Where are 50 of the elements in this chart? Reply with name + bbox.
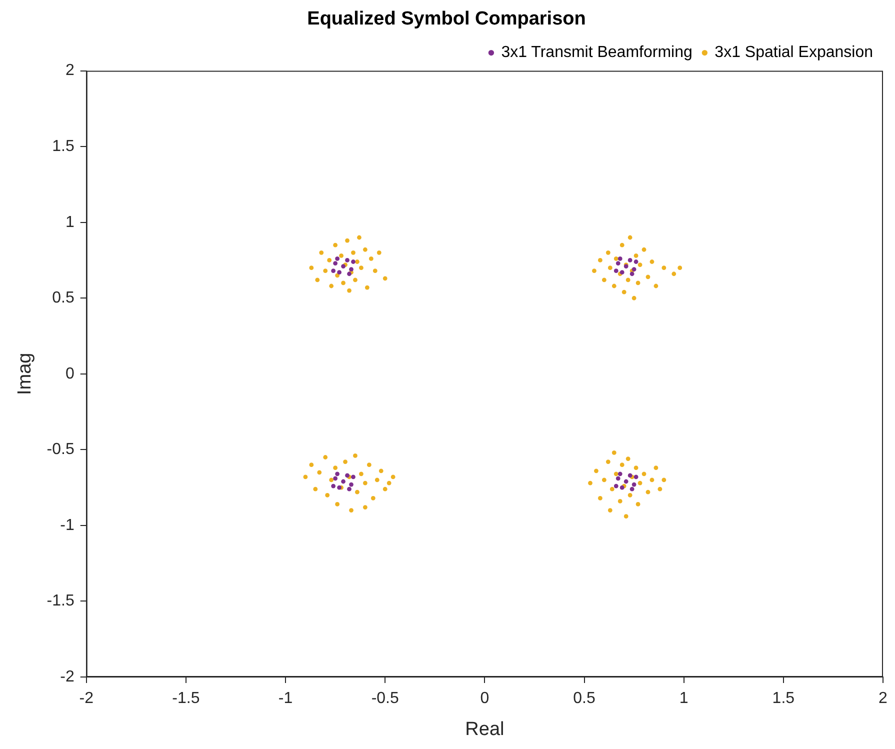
y-tick-label: 0.5 [52,290,74,307]
point [634,474,638,480]
x-tick-label: -1.5 [172,690,200,708]
point [335,472,340,476]
point [614,268,618,274]
y-tick-label: 1.5 [52,138,74,155]
point [630,272,634,276]
point [351,474,356,480]
point [618,256,622,261]
point [333,476,338,481]
point [616,476,620,481]
point [351,260,356,264]
point [618,472,622,476]
point [624,479,628,484]
y-tick-label: 1 [65,214,74,231]
y-tick-label: -1 [60,516,74,534]
x-tick-label: 2 [878,690,888,708]
y-axis-title: Imag [14,352,36,396]
point [349,482,354,487]
point [628,258,632,262]
point [331,268,336,274]
point [347,486,352,492]
point [616,261,620,266]
point [614,484,618,488]
x-axis-title: Real [465,718,504,740]
point [333,261,338,266]
x-tick-label: 0 [480,690,490,708]
y-tick-label: -2 [60,668,74,686]
x-tick-label: -0.5 [371,690,399,708]
point [341,479,346,484]
point [331,484,336,488]
y-tick-label: 0 [65,365,74,382]
y-tick-label: 2 [65,62,74,80]
y-tick-label: -0.5 [46,441,74,458]
point [349,267,354,272]
legend-label: 3x1 Spatial Expansion [714,44,873,62]
x-tick-label: 0.5 [573,690,596,708]
point [632,482,636,487]
point [337,270,342,275]
x-tick-label: -2 [79,690,94,708]
x-tick-label: 1.5 [772,690,795,708]
legend-label: 3x1 Transmit Beamforming [501,44,692,62]
point [634,260,638,264]
y-tick-label: -1.5 [46,592,74,610]
point [335,256,340,261]
point [630,486,634,492]
chart-title: Equalized Symbol Comparison [307,8,586,30]
point [345,258,350,262]
x-tick-label: -1 [278,690,293,708]
x-tick-label: 1 [679,690,688,708]
